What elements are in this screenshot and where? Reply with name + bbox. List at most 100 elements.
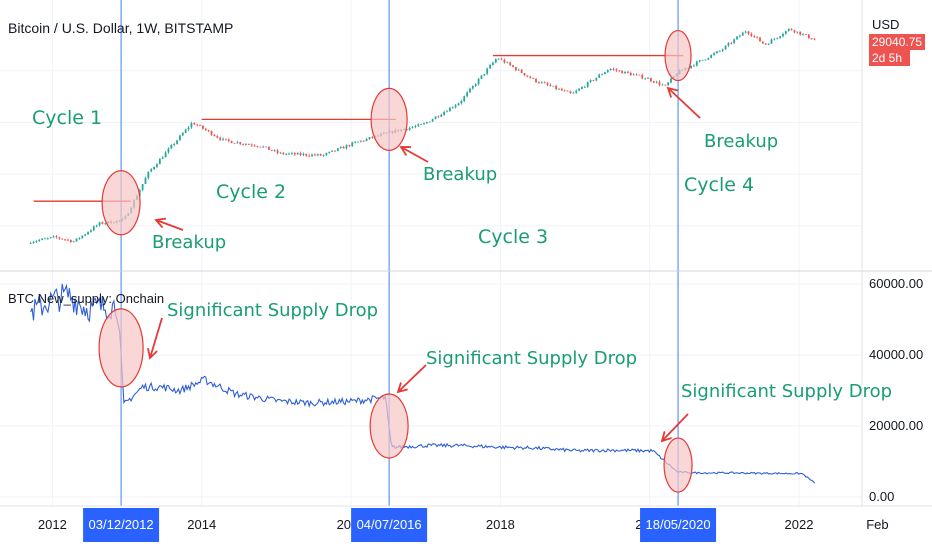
candle-body [357,141,359,143]
candle-body [555,85,558,90]
candle-body [497,58,500,60]
candle-body [451,107,454,109]
candle-body [756,36,759,38]
last-price-badge: 29040.75 [869,34,926,50]
candle-body [512,65,514,68]
candle-body [747,31,750,34]
candle-body [354,141,357,143]
annotation-arrow-head [666,86,678,98]
supply-drop-label-2: Significant Supply Drop [426,348,637,369]
candle-body [41,238,44,240]
candle-body [664,84,667,86]
candle-body [95,225,98,227]
x-tick-label: 2018 [486,517,515,532]
candle-body [744,31,747,33]
highlight-circle [664,29,692,82]
annotation-arrow-shaft [667,87,701,119]
candle-body [578,88,580,91]
candle-body [202,125,204,129]
candle-body [434,116,437,120]
candle-body [477,78,480,85]
candle-body [193,123,196,125]
candle-body [273,150,276,152]
candle-body [425,122,428,124]
candle-body [147,171,150,179]
candle-body [515,67,517,71]
candle-body [790,28,793,31]
candle-body [46,238,49,239]
candle-body [253,145,256,147]
candle-body [210,131,213,135]
currency-label: USD [872,17,900,32]
candle-body [569,91,572,94]
x-tick-label: 2014 [187,517,216,532]
candle-body [173,143,176,146]
candle-body [500,58,503,60]
candle-body [359,140,362,142]
candle-body [701,59,704,61]
candle-body [540,82,543,84]
symbol-title[interactable]: Bitcoin / U.S. Dollar, 1W, BITSTAMP [8,20,234,36]
candle-body [718,50,721,52]
candle-body [638,74,641,76]
candle-body [64,239,66,241]
candle-body [158,158,161,165]
candle-body [750,33,753,37]
candle-body [150,169,153,172]
candle-body [486,68,489,74]
candle-body [652,81,655,83]
candle-body [291,152,293,154]
candle-body [667,82,670,86]
candle-body [796,31,799,33]
date-badge-bg [351,508,428,542]
grid [0,0,862,506]
candle-body [558,88,560,90]
candle-body [328,151,331,154]
candle-body [761,41,764,44]
candle-body [245,144,247,145]
candle-body [537,82,540,83]
candle-body [805,34,807,35]
candle-body [480,75,483,79]
candle-body [764,43,767,45]
candle-body [227,139,230,141]
candle-body [658,81,661,85]
annotation-arrow-shaft [149,317,163,359]
candle-body [342,147,345,149]
candle-body [199,125,201,127]
candle-body [302,153,305,155]
candle-body [414,126,417,128]
annotation-arrow-head [399,146,412,156]
candle-body [446,111,448,113]
lower-pane-title[interactable]: BTC New_supply: Onchain [8,291,165,306]
candle-body [207,130,210,132]
candle-body [767,43,770,45]
candle-body [440,114,443,117]
candle-body [647,78,649,79]
candle-body [196,124,199,126]
candle-body [770,39,773,44]
countdown-badge: 2d 5h [869,50,911,66]
breakup-label-3: Breakup [704,131,778,152]
annotation-arrow-shaft [661,413,689,442]
candle-body [466,92,468,97]
candle-body [371,137,374,138]
candle-body [589,80,592,83]
candle-body [299,152,302,155]
candle-body [615,69,618,71]
candle-body [655,81,658,83]
candle-body [368,137,371,139]
candle-body [799,31,802,35]
candle-body [262,146,265,148]
date-badge-label: 18/05/2020 [646,517,711,532]
candle-body [448,107,451,112]
candle-body [595,77,598,81]
candle-body [431,119,434,122]
candle-body [520,69,523,74]
candle-body [222,138,224,140]
candle-body [92,226,95,231]
candle-body [604,72,606,75]
annotation-arrow-head [660,431,672,443]
